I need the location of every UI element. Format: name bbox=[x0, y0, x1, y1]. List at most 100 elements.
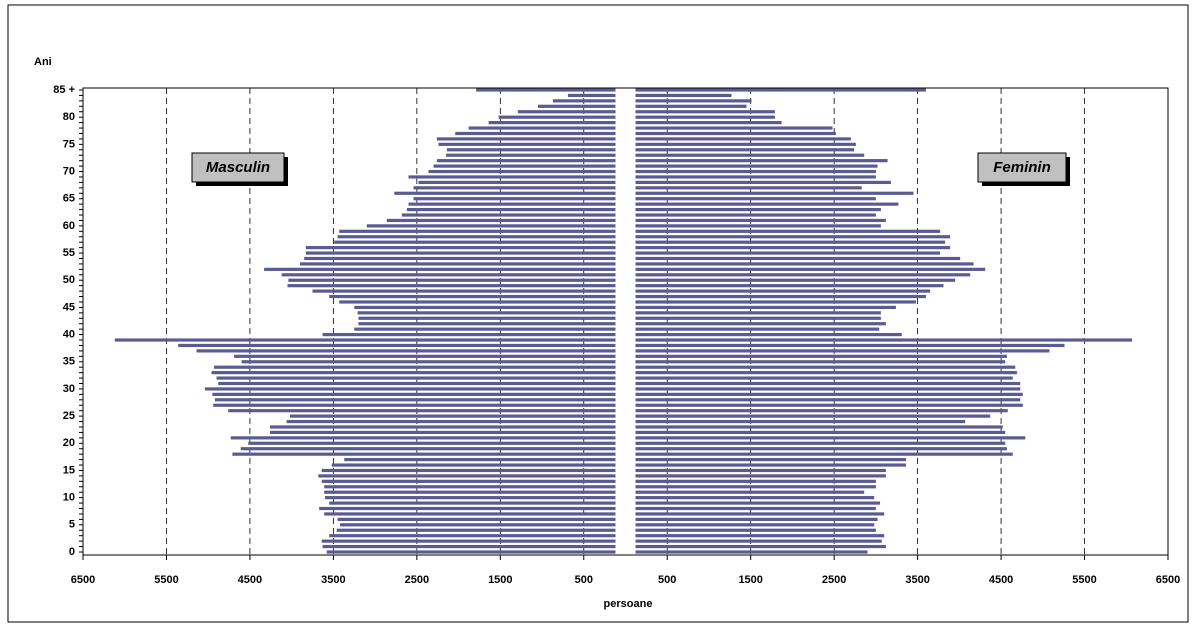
bar bbox=[635, 349, 1050, 353]
bar bbox=[300, 262, 616, 266]
bar bbox=[635, 512, 885, 516]
x-tick-label: 6500 bbox=[71, 574, 95, 586]
bar bbox=[218, 381, 616, 386]
bar bbox=[635, 425, 1003, 429]
bar bbox=[234, 354, 616, 358]
bar bbox=[635, 267, 986, 271]
bar bbox=[321, 539, 616, 543]
bar bbox=[413, 197, 616, 201]
bar bbox=[635, 229, 941, 233]
bar bbox=[635, 539, 882, 543]
bar bbox=[324, 485, 616, 489]
bar bbox=[357, 311, 616, 315]
bar bbox=[635, 436, 1026, 440]
bar bbox=[178, 343, 616, 348]
bar bbox=[635, 104, 747, 108]
bar bbox=[446, 153, 616, 157]
bar bbox=[366, 224, 616, 228]
bar bbox=[635, 294, 926, 299]
bar bbox=[304, 256, 616, 261]
bar bbox=[552, 99, 616, 103]
x-tick-label: 5500 bbox=[154, 574, 178, 586]
bar bbox=[428, 169, 616, 174]
bar bbox=[635, 289, 931, 293]
y-tick-label: 0 bbox=[69, 546, 75, 558]
bar bbox=[635, 381, 1021, 386]
bar bbox=[230, 436, 616, 440]
bar bbox=[635, 240, 946, 244]
y-tick-label: 45 bbox=[63, 301, 75, 313]
bar bbox=[436, 137, 616, 141]
bar bbox=[214, 365, 616, 369]
bar bbox=[635, 316, 881, 320]
bar bbox=[635, 322, 886, 326]
bar bbox=[635, 251, 941, 255]
bar bbox=[312, 289, 616, 293]
bar bbox=[212, 392, 616, 396]
bar bbox=[635, 99, 752, 103]
bar bbox=[340, 523, 616, 527]
x-tick-label: 6500 bbox=[1156, 574, 1180, 586]
bar bbox=[318, 474, 616, 478]
bar bbox=[329, 534, 616, 538]
x-tick-label: 5500 bbox=[1072, 574, 1096, 586]
bar bbox=[436, 159, 616, 163]
bar bbox=[213, 403, 616, 407]
bar bbox=[635, 414, 991, 418]
bar bbox=[635, 501, 881, 505]
bar bbox=[635, 159, 888, 163]
y-tick-label: 30 bbox=[63, 383, 75, 395]
bar bbox=[321, 468, 616, 473]
y-tick-label: 5 bbox=[69, 519, 75, 531]
bar bbox=[635, 213, 876, 217]
bar bbox=[331, 463, 616, 467]
bar bbox=[517, 110, 616, 114]
bar bbox=[401, 213, 616, 217]
bar bbox=[635, 246, 951, 250]
bar bbox=[635, 376, 1013, 380]
bar bbox=[305, 251, 616, 255]
bar bbox=[322, 544, 616, 549]
bar bbox=[635, 354, 1007, 358]
bar bbox=[455, 131, 616, 136]
x-tick-label: 2500 bbox=[405, 574, 429, 586]
bar bbox=[468, 126, 616, 130]
bar bbox=[329, 501, 616, 505]
bar bbox=[264, 267, 616, 271]
bar bbox=[394, 191, 616, 195]
bar bbox=[635, 164, 878, 168]
x-tick-label: 2500 bbox=[822, 574, 846, 586]
bar bbox=[305, 246, 616, 250]
bar bbox=[537, 104, 616, 108]
bar bbox=[240, 447, 616, 451]
bar bbox=[635, 110, 775, 114]
legend-label: Masculin bbox=[206, 159, 270, 176]
bar bbox=[358, 322, 616, 326]
bar bbox=[635, 224, 881, 228]
x-tick-label: 3500 bbox=[905, 574, 929, 586]
bar bbox=[288, 278, 616, 282]
x-axis-title: persoane bbox=[604, 598, 653, 610]
bar bbox=[635, 180, 891, 184]
y-tick-label: 60 bbox=[63, 220, 75, 232]
y-tick-label: 80 bbox=[63, 111, 75, 123]
bar bbox=[287, 284, 616, 288]
bar bbox=[339, 229, 616, 233]
bar bbox=[635, 479, 876, 483]
bar bbox=[329, 294, 616, 299]
bar bbox=[635, 153, 865, 157]
bar bbox=[635, 93, 732, 98]
bar bbox=[418, 180, 616, 184]
bar bbox=[635, 343, 1065, 348]
bar bbox=[286, 419, 616, 424]
y-tick-label: 50 bbox=[63, 274, 75, 286]
bar bbox=[196, 349, 616, 353]
x-tick-label: 3500 bbox=[321, 574, 345, 586]
bar bbox=[635, 131, 836, 136]
bar bbox=[488, 121, 616, 125]
bar bbox=[406, 207, 616, 212]
bar bbox=[319, 506, 616, 511]
bar bbox=[635, 474, 886, 478]
bar bbox=[635, 88, 926, 92]
